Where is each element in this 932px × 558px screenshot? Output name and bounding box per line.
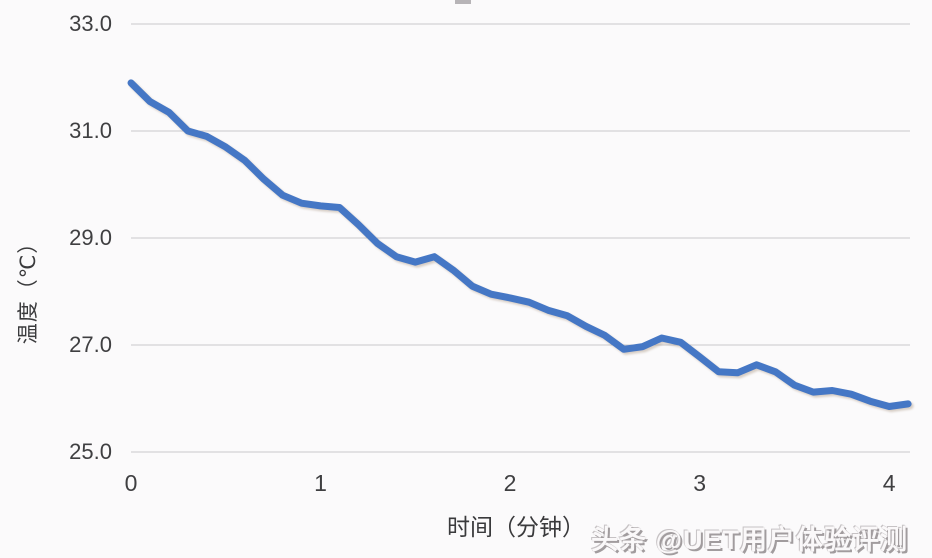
x-axis-title: 时间（分钟） — [447, 514, 585, 540]
y-tick-label: 33.0 — [69, 11, 112, 36]
gridlines — [131, 23, 910, 453]
y-tick-label: 31.0 — [69, 118, 112, 143]
x-tick-label: 1 — [314, 470, 327, 496]
clipped-title-fragment — [455, 0, 471, 4]
x-tick-label: 3 — [693, 470, 706, 496]
temperature-series-line — [127, 79, 912, 410]
y-axis-title: 温度（℃） — [17, 231, 40, 345]
y-tick-label: 29.0 — [69, 225, 112, 250]
x-tick-label: 0 — [124, 470, 138, 496]
x-tick-label: 2 — [503, 470, 517, 496]
y-tick-label: 27.0 — [69, 332, 112, 357]
watermark: 头条 @UET用户体验评测 — [591, 525, 908, 555]
x-tick-label: 4 — [882, 470, 896, 496]
y-tick-label: 25.0 — [69, 439, 112, 464]
